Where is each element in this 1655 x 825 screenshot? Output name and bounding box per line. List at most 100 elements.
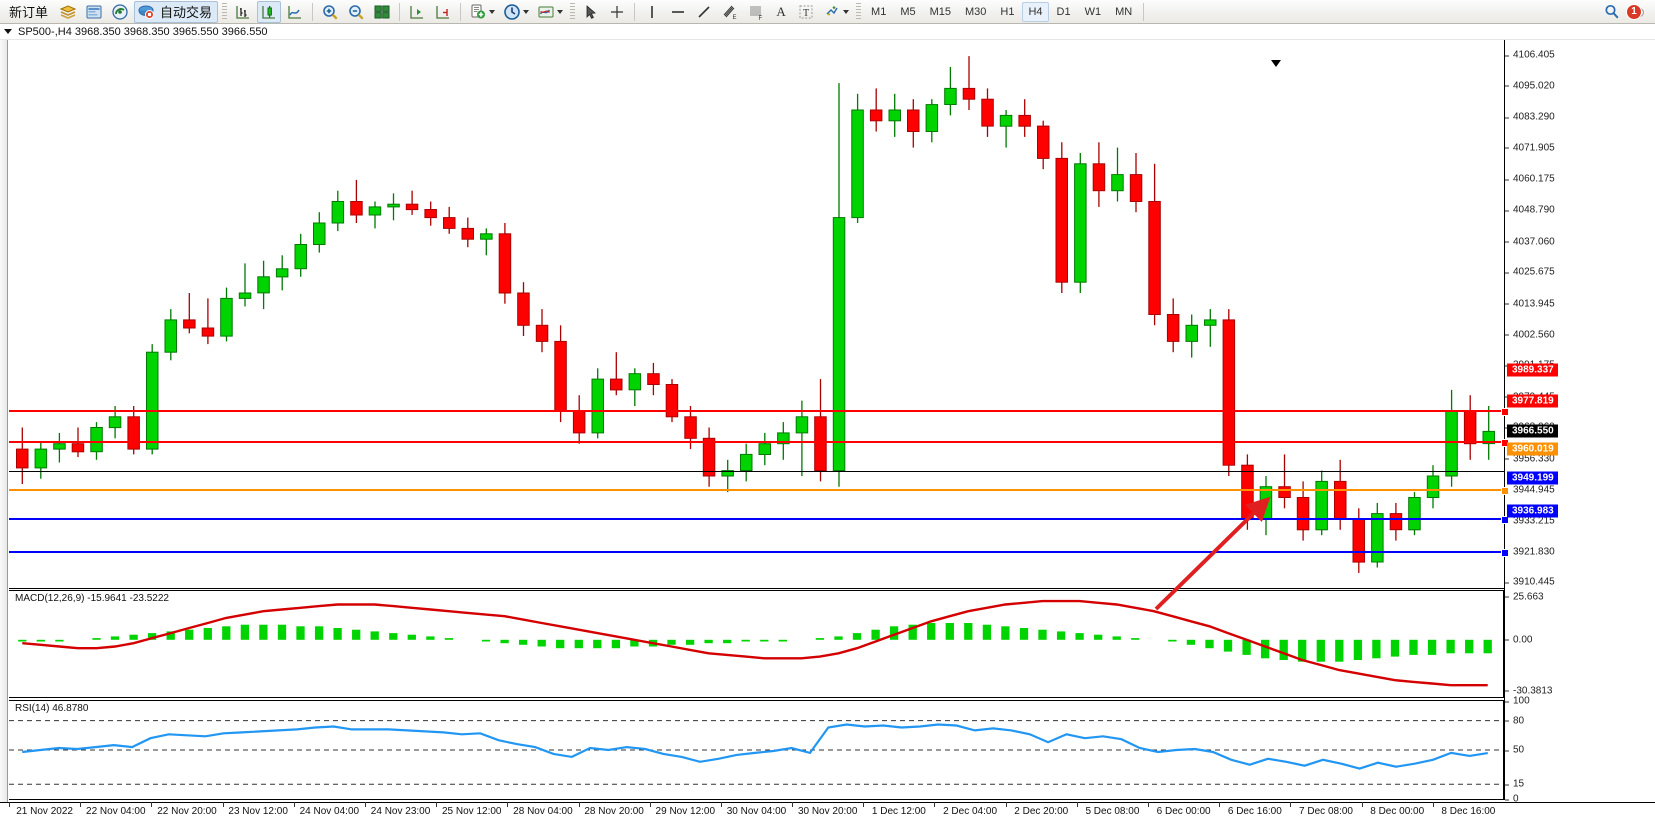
crosshair-icon[interactable]	[605, 1, 629, 23]
time-axis-label: 5 Dec 08:00	[1085, 806, 1140, 817]
objects-icon[interactable]	[820, 1, 852, 23]
tile-windows-icon[interactable]	[370, 1, 394, 23]
time-axis-label: 7 Dec 08:00	[1299, 806, 1353, 817]
price-tick: 3910.445	[1505, 577, 1555, 588]
chevron-down-icon-2[interactable]	[523, 9, 530, 14]
level-tag-resistance-1[interactable]: 3977.819	[1507, 394, 1558, 408]
toolbar-separator-4	[634, 2, 636, 21]
rsi-pane[interactable]: RSI(14) 46.8780	[9, 700, 1504, 800]
templates-icon[interactable]	[466, 1, 498, 23]
zoom-out-icon[interactable]	[344, 1, 368, 23]
new-order-button[interactable]: 新订单	[3, 1, 54, 23]
macd-svg	[18, 599, 1492, 687]
level-tag-pending-level[interactable]: 3960.019	[1507, 442, 1558, 456]
fibonacci-icon[interactable]: F	[744, 1, 768, 23]
price-scale[interactable]: 4106.405 4095.020 4083.290 4071.905 4060.175…	[1504, 40, 1655, 805]
toolbar-grip-3[interactable]	[856, 2, 862, 21]
time-axis-label: 24 Nov 04:00	[299, 806, 360, 817]
svg-text:E: E	[733, 15, 737, 21]
price-tick: 4025.675	[1505, 267, 1555, 278]
chart-shift-icon[interactable]	[431, 1, 455, 23]
tab-timeframe-mn[interactable]: MN	[1115, 5, 1133, 18]
wallet-icon[interactable]	[56, 1, 80, 23]
time-axis-tick	[578, 802, 580, 807]
price-tick: 4048.790	[1505, 205, 1555, 216]
level-line-support-1[interactable]	[9, 516, 1509, 525]
price-tick: 4071.905	[1505, 142, 1555, 153]
tab-timeframe-h1[interactable]: H1	[1000, 5, 1015, 18]
period-icon[interactable]	[500, 1, 532, 23]
text-label-icon[interactable]: T	[794, 1, 818, 23]
price-tick: 4083.290	[1505, 112, 1555, 123]
toolbar-separator	[312, 2, 314, 21]
level-tag-current-price[interactable]: 3966.550	[1507, 424, 1558, 438]
tab-timeframe-h4[interactable]: H4	[1022, 1, 1049, 22]
chart-container[interactable]: MACD(12,26,9) -15.9641 -23.5222 RSI(14) …	[0, 40, 1655, 825]
vertical-line-icon[interactable]	[640, 1, 664, 23]
toolbar-separator-5	[1143, 2, 1145, 21]
level-line-current-price[interactable]	[9, 471, 1504, 473]
price-tick: 3944.945	[1505, 484, 1555, 495]
toolbar-grip-2[interactable]	[570, 2, 576, 21]
signals-icon[interactable]	[108, 1, 132, 23]
price-pane[interactable]	[9, 40, 1504, 589]
level-line-support-2[interactable]	[9, 549, 1509, 557]
macd-pane[interactable]: MACD(12,26,9) -15.9641 -23.5222	[9, 590, 1504, 698]
time-axis-label: 21 Nov 2022	[16, 806, 73, 817]
shift-end-icon[interactable]	[405, 1, 429, 23]
macd-tick: 25.663	[1505, 591, 1544, 602]
rsi-tick: 100	[1505, 696, 1530, 707]
level-line-pending-level[interactable]	[9, 487, 1509, 495]
tab-timeframe-d1[interactable]: D1	[1056, 5, 1071, 18]
indicators-icon[interactable]	[534, 1, 566, 23]
price-tick: 4013.945	[1505, 298, 1555, 309]
tab-timeframe-w1[interactable]: W1	[1084, 5, 1102, 18]
tab-timeframe-m15[interactable]: M15	[929, 5, 951, 18]
tab-timeframe-m1[interactable]: M1	[871, 5, 887, 18]
chevron-down-icon[interactable]	[489, 9, 496, 14]
time-axis-tick	[80, 802, 82, 807]
level-handle-support-2[interactable]	[1501, 549, 1509, 557]
time-axis-tick	[364, 802, 366, 807]
macd-label: MACD(12,26,9) -15.9641 -23.5222	[13, 593, 171, 604]
level-handle-support-1[interactable]	[1501, 516, 1509, 525]
data-window-icon[interactable]	[82, 1, 106, 23]
toolbar-grip[interactable]	[222, 2, 228, 21]
level-handle-resistance-2[interactable]	[1501, 408, 1509, 417]
tab-timeframe-m5[interactable]: M5	[900, 5, 916, 18]
time-axis-tick	[934, 802, 936, 807]
time-axis-label: 6 Dec 16:00	[1227, 806, 1282, 817]
time-axis-label: 1 Dec 12:00	[871, 806, 926, 817]
text-icon[interactable]: A	[776, 3, 786, 19]
level-tag-support-2[interactable]: 3936.983	[1507, 504, 1558, 518]
autotrading-button[interactable]: 自动交易	[134, 0, 219, 23]
time-axis-label: 2 Dec 20:00	[1014, 806, 1069, 817]
candlestick-icon[interactable]	[257, 0, 282, 23]
time-axis[interactable]: 21 Nov 2022 22 Nov 04:00 22 Nov 20:00 23 No…	[0, 802, 1655, 824]
time-axis-label: 28 Nov 20:00	[584, 806, 644, 817]
symbol-info-bar[interactable]: SP500-,H4 3968.350 3968.350 3965.550 396…	[0, 24, 1655, 40]
search-icon[interactable]	[1600, 1, 1624, 23]
equidistant-channel-icon[interactable]: E	[718, 1, 742, 23]
time-axis-label: 30 Nov 20:00	[797, 806, 858, 817]
cursor-icon[interactable]	[579, 1, 603, 23]
chart-menu-caret-icon[interactable]	[4, 29, 12, 34]
level-tag-resistance-2[interactable]: 3989.337	[1507, 363, 1558, 377]
chevron-down-icon-4[interactable]	[843, 9, 850, 14]
level-handle-pending-level[interactable]	[1501, 487, 1509, 495]
chevron-down-icon-3[interactable]	[557, 9, 564, 14]
level-line-resistance-1[interactable]	[9, 439, 1509, 448]
trendline-icon[interactable]	[692, 1, 716, 23]
zoom-in-icon[interactable]	[318, 1, 342, 23]
line-chart-icon[interactable]	[283, 1, 307, 23]
alerts-icon[interactable]: 1	[1626, 1, 1652, 23]
level-line-resistance-2[interactable]	[9, 408, 1509, 417]
time-axis-tick	[1290, 802, 1292, 807]
candlestick-svg	[16, 56, 1495, 573]
level-tag-support-1[interactable]: 3949.199	[1507, 471, 1558, 485]
bar-chart-icon[interactable]	[231, 1, 255, 23]
horizontal-line-icon[interactable]	[666, 1, 690, 23]
tab-timeframe-m30[interactable]: M30	[965, 5, 987, 18]
price-tick: 4095.020	[1505, 80, 1555, 91]
time-axis-tick	[1005, 802, 1007, 807]
